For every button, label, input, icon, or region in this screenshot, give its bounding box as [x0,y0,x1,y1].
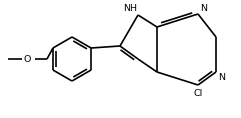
Text: Cl: Cl [193,89,203,98]
Text: N: N [218,73,225,82]
Text: NH: NH [123,4,137,13]
Text: N: N [200,4,207,13]
Text: O: O [24,55,31,63]
